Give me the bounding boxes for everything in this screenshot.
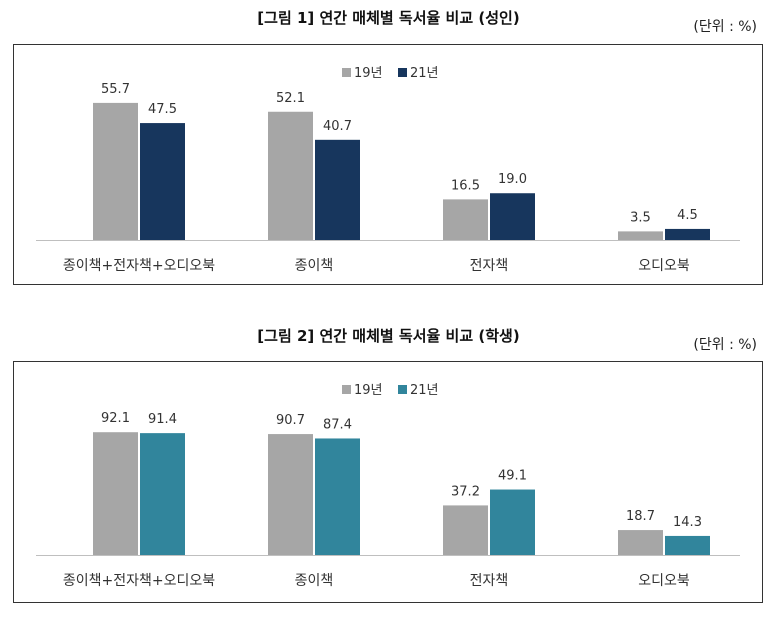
value-label-19년-2: 37.2 [451,484,480,499]
bar-21년-1 [315,139,360,240]
legend-label-19년: 19년 [354,66,383,81]
bar-19년-0 [93,102,138,240]
bar-21년-2 [490,489,535,555]
bar-21년-1 [315,438,360,555]
value-label-19년-0: 55.7 [101,82,130,97]
value-label-21년-2: 19.0 [498,172,527,187]
category-label-0: 종이책+전자책+오디오북 [63,258,215,274]
legend-label-21년: 21년 [410,66,439,81]
legend-swatch-21년 [398,385,407,394]
bar-19년-1 [268,111,313,240]
bar-21년-0 [140,123,185,240]
value-label-19년-2: 16.5 [451,178,480,193]
bar-19년-1 [268,434,313,555]
chart-1-panel: 19년 21년 55.7 47.5 종이책+전자책+오디오북 52.1 40.7 종이책 16.… [13,44,763,285]
chart-1-legend: 19년 21년 [342,66,439,81]
chart-1-unit-label: (단위 : %) [693,19,757,35]
value-label-19년-0: 92.1 [101,411,130,426]
legend-label-21년: 21년 [410,383,439,398]
legend-swatch-21년 [398,68,407,77]
bar-21년-2 [490,193,535,240]
chart-2-unit-label: (단위 : %) [693,337,757,353]
value-label-19년-1: 90.7 [276,413,305,428]
category-label-2: 전자책 [470,258,509,274]
chart-2-svg: 19년 21년 92.1 91.4 종이책+전자책+오디오북 90.7 87.4 종이책 37.… [36,383,740,589]
bar-19년-2 [443,505,488,555]
value-label-21년-1: 40.7 [323,119,352,134]
chart-2-legend: 19년 21년 [342,383,439,398]
bar-19년-0 [93,432,138,555]
chart-2-title: [그림 2] 연간 매체별 독서율 비교 (학생) [257,327,520,345]
chart-1-title: [그림 1] 연간 매체별 독서율 비교 (성인) [257,9,520,27]
bar-19년-2 [443,199,488,240]
bar-19년-3 [618,530,663,555]
value-label-21년-3: 14.3 [673,515,702,530]
chart-1-svg: 19년 21년 55.7 47.5 종이책+전자책+오디오북 52.1 40.7 종이책 16.… [36,66,740,274]
bar-21년-3 [665,535,710,555]
value-label-19년-3: 18.7 [626,509,655,524]
category-label-3: 오디오북 [638,573,690,589]
legend-label-19년: 19년 [354,383,383,398]
value-label-19년-3: 3.5 [630,210,651,225]
category-label-1: 종이책 [295,258,334,274]
value-label-21년-0: 47.5 [148,102,177,117]
value-label-21년-3: 4.5 [677,208,698,223]
value-label-19년-1: 52.1 [276,91,305,106]
legend-swatch-19년 [342,68,351,77]
category-label-3: 오디오북 [638,258,690,274]
bar-21년-3 [665,228,710,240]
category-label-1: 종이책 [295,573,334,589]
value-label-21년-1: 87.4 [323,417,352,432]
value-label-21년-2: 49.1 [498,469,527,484]
value-label-21년-0: 91.4 [148,412,177,427]
category-label-2: 전자책 [470,573,509,589]
category-label-0: 종이책+전자책+오디오북 [63,573,215,589]
bar-21년-0 [140,433,185,555]
chart-2-panel: 19년 21년 92.1 91.4 종이책+전자책+오디오북 90.7 87.4 종이책 37.… [13,361,763,603]
legend-swatch-19년 [342,385,351,394]
bar-19년-3 [618,231,663,240]
